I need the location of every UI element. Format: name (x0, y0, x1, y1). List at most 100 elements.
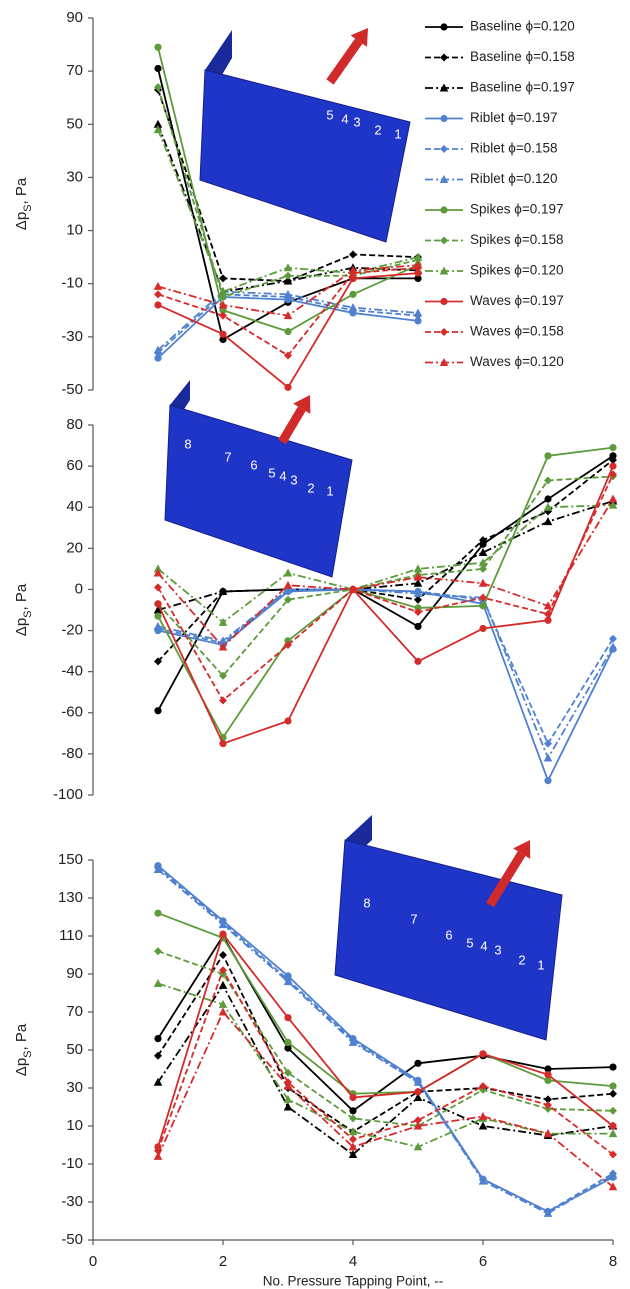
inset-label: 1 (326, 483, 333, 498)
marker (609, 462, 617, 470)
inset-label: 2 (518, 952, 525, 967)
marker (218, 980, 228, 989)
legend-marker (440, 53, 448, 62)
y-tick-label: 150 (58, 851, 83, 868)
marker (414, 274, 422, 282)
marker (349, 1093, 357, 1102)
legend-label: Waves ϕ=0.120 (470, 354, 564, 369)
marker (153, 125, 163, 134)
marker (218, 1007, 228, 1016)
inset-label: 5 (268, 465, 275, 480)
y-tick-label: 20 (66, 539, 83, 556)
marker (153, 281, 163, 290)
marker (218, 287, 228, 296)
legend-label: Waves ϕ=0.197 (470, 293, 564, 308)
y-tick-label: 50 (66, 1041, 83, 1058)
series-line (157, 504, 614, 624)
marker (154, 707, 162, 715)
series-line (157, 588, 614, 783)
marker (544, 495, 552, 503)
series-line (157, 465, 614, 745)
inset-label: 2 (374, 122, 381, 137)
marker (154, 1035, 162, 1043)
marker (413, 572, 423, 581)
marker (413, 564, 423, 573)
marker (219, 330, 227, 338)
series-line (157, 950, 614, 1127)
marker (349, 290, 357, 298)
marker (478, 558, 488, 567)
legend-marker (440, 328, 448, 336)
marker (608, 500, 618, 509)
marker (479, 564, 487, 573)
marker (478, 1121, 488, 1130)
marker (609, 455, 617, 464)
y-tick-label: -40 (61, 663, 83, 680)
marker (284, 351, 292, 360)
legend-marker (440, 114, 448, 123)
marker (609, 452, 617, 460)
marker (153, 119, 163, 128)
marker (413, 260, 423, 269)
legend-label: Baseline ϕ=0.158 (470, 49, 575, 64)
series-line (157, 290, 419, 351)
legend-label: Spikes ϕ=0.197 (470, 202, 564, 217)
inset-label: 8 (184, 436, 191, 451)
marker (283, 289, 293, 298)
marker (348, 1150, 358, 1158)
marker (154, 657, 162, 666)
y-tick-label: -30 (61, 328, 83, 345)
marker (479, 1050, 487, 1058)
marker (219, 274, 227, 283)
marker (479, 1082, 487, 1091)
marker (153, 1151, 163, 1160)
series-line (157, 953, 614, 1133)
marker (478, 1112, 488, 1120)
marker (608, 1170, 618, 1179)
marker (544, 452, 552, 460)
marker (218, 999, 228, 1008)
marker (283, 1094, 293, 1103)
marker (609, 470, 617, 479)
inset-label: 5 (466, 935, 473, 950)
marker (284, 1044, 292, 1052)
marker (413, 589, 423, 598)
marker (284, 1068, 292, 1077)
inset-label: 8 (363, 895, 370, 910)
marker (414, 1088, 422, 1096)
inset-arrow-head (513, 840, 531, 859)
x-tick-label: 4 (349, 1253, 357, 1270)
x-tick-label: 6 (479, 1253, 487, 1270)
y-tick-label: -60 (61, 704, 83, 721)
marker (414, 1116, 422, 1125)
marker (218, 920, 228, 929)
marker (413, 252, 423, 261)
marker (414, 657, 422, 665)
legend-marker (440, 236, 448, 245)
marker (479, 602, 487, 610)
marker (479, 593, 487, 602)
marker (219, 335, 227, 344)
inset-arrow-head (293, 395, 311, 414)
marker (543, 517, 553, 526)
legend-label: Waves ϕ=0.158 (470, 324, 564, 339)
marker (348, 584, 358, 593)
series-line (157, 968, 614, 1156)
marker (543, 1129, 553, 1138)
series-line (157, 1010, 614, 1188)
marker (544, 616, 552, 624)
marker (219, 966, 227, 975)
marker (609, 1122, 617, 1130)
inset-arrow (486, 851, 526, 908)
inset-plate (199, 69, 411, 243)
marker (154, 1051, 162, 1060)
marker (153, 979, 163, 987)
marker (544, 476, 552, 485)
inset-label: 1 (394, 126, 401, 141)
marker (348, 1127, 358, 1136)
inset-label: 4 (279, 468, 286, 483)
marker (283, 263, 293, 272)
y-tick-label: -10 (61, 1155, 83, 1172)
legend-marker (439, 83, 449, 92)
y-tick-label: 10 (66, 222, 83, 239)
